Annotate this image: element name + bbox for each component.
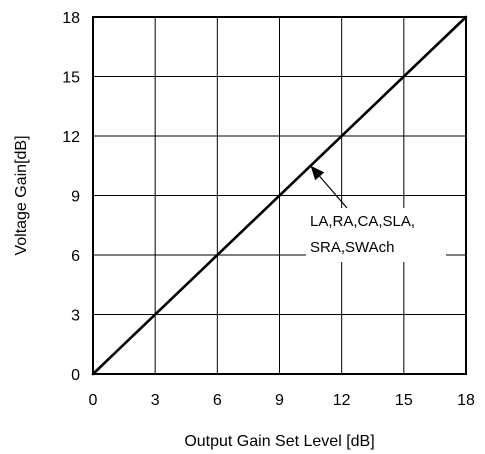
annotation-arrow-head [310, 165, 325, 181]
series-line [91, 15, 468, 376]
x-axis-title: Output Gain Set Level [dB] [184, 433, 374, 450]
y-tick-label: 9 [71, 189, 80, 206]
x-tick-label: 15 [395, 392, 413, 409]
y-tick-label: 3 [71, 308, 80, 325]
y-tick-label: 15 [62, 70, 80, 87]
plot-area-frame [92, 16, 467, 375]
x-tick-label: 3 [151, 392, 160, 409]
x-axis-ticks: 0 3 6 9 12 15 18 [89, 392, 475, 409]
x-tick-label: 6 [213, 392, 222, 409]
y-tick-label: 18 [62, 10, 80, 27]
y-tick-label: 6 [71, 248, 80, 265]
annotation-arrow-line [319, 175, 348, 209]
annotation-background [306, 208, 446, 262]
annotation-label-line-1: LA,RA,CA,SLA, [310, 213, 415, 230]
y-tick-label: 12 [62, 129, 80, 146]
annotation: LA,RA,CA,SLA, SRA,SWAch [306, 165, 446, 262]
x-tick-label: 18 [457, 392, 475, 409]
x-tick-label: 9 [275, 392, 284, 409]
series-layer [91, 15, 468, 376]
x-tick-label: 0 [89, 392, 98, 409]
y-tick-label: 0 [71, 367, 80, 384]
y-axis-title: Voltage Gain[dB] [13, 135, 30, 255]
x-tick-label: 12 [333, 392, 351, 409]
annotation-label-line-2: SRA,SWAch [310, 239, 394, 256]
y-axis-ticks: 0 3 6 9 12 15 18 [62, 10, 80, 384]
